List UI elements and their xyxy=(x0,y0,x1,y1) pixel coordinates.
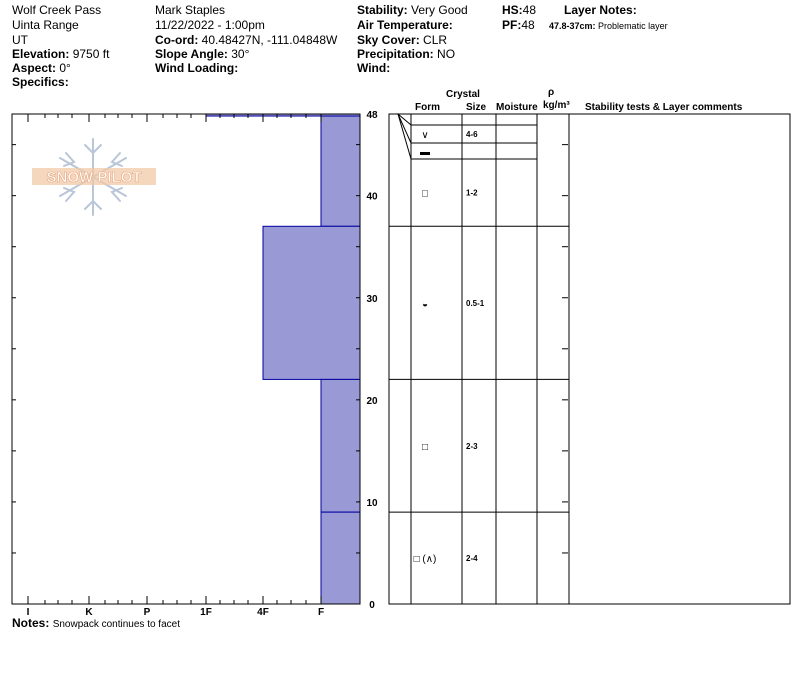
grain-table: ∨ 4-6 ▬ □ 1-2 ◒ 0.5-1 □ 2-3 □ (∧) 2-4 xyxy=(389,113,570,604)
depth-tick-label: 10 xyxy=(366,498,378,509)
aspect-value: 0° xyxy=(59,61,71,75)
density-rho-header: ρ xyxy=(548,87,555,98)
notes-label: Notes: xyxy=(12,616,50,630)
slope-angle-value: 30° xyxy=(231,47,250,61)
slope-angle-field: Slope Angle: 30° xyxy=(155,47,249,61)
layer-notes-label: Layer Notes: xyxy=(564,3,637,17)
logo-text: SNOW PILOT xyxy=(47,169,142,186)
elevation-value: 9750 ft xyxy=(72,47,110,61)
depth-connector xyxy=(397,113,412,160)
hardness-bar xyxy=(320,115,361,227)
coordinates-label: Co-ord: xyxy=(155,33,199,47)
stability-field: Stability: Very Good xyxy=(357,3,468,17)
grain-form-symbol: □ (∧) xyxy=(414,554,437,565)
grain-form-symbol: □ xyxy=(422,442,428,453)
elevation-field: Elevation: 9750 ft xyxy=(12,47,109,61)
depth-connector xyxy=(397,113,412,126)
stability-value: Very Good xyxy=(411,3,468,17)
notes-field: Notes: Snowpack continues to facet xyxy=(12,616,180,632)
hardness-plot-frame xyxy=(11,113,361,605)
hardness-tick-label: F xyxy=(318,607,324,618)
grain-table-frame xyxy=(388,113,791,605)
layer-note-range: 47.8-37cm: xyxy=(549,21,596,31)
depth-connector xyxy=(397,113,412,144)
chart-axes: I K P 1F 4F F 0 10 20 30 40 48 xyxy=(12,110,568,618)
depth-tick-label: 48 xyxy=(366,110,378,121)
state-name: UT xyxy=(12,33,28,47)
depth-tick-label: 40 xyxy=(366,192,378,203)
air-temperature-label: Air Temperature: xyxy=(357,18,453,32)
coordinates-field: Co-ord: 40.48427N, -111.04848W xyxy=(155,33,337,47)
grain-size-value: 0.5-1 xyxy=(466,299,485,308)
precipitation-label: Precipitation: xyxy=(357,47,434,61)
stability-label: Stability: xyxy=(357,3,408,17)
hardness-tick-label: K xyxy=(85,607,93,618)
snowpilot-logo: SNOW PILOT xyxy=(32,138,156,216)
grain-size-value: 4-6 xyxy=(466,130,478,139)
hardness-tick-label: P xyxy=(144,607,151,618)
location-name: Wolf Creek Pass xyxy=(12,3,102,17)
moisture-header: Moisture xyxy=(496,102,538,113)
hardness-tick-label: 4F xyxy=(257,607,269,618)
aspect-field: Aspect: 0° xyxy=(12,61,71,75)
hardness-bar xyxy=(320,511,361,605)
grain-form-symbol: ◒ xyxy=(422,299,428,310)
hardness-tick-label: 1F xyxy=(200,607,212,618)
range-name: Uinta Range xyxy=(12,18,79,32)
form-header: Form xyxy=(415,102,440,113)
wind-label: Wind: xyxy=(357,61,391,75)
precipitation-field: Precipitation: NO xyxy=(357,47,455,61)
layer-note-text: Problematic layer xyxy=(598,21,668,31)
grain-form-symbol: ∨ xyxy=(421,130,428,141)
pf-field: PF:48 xyxy=(502,18,535,32)
grain-form-symbol: ▬ xyxy=(420,147,430,158)
stability-comments-header: Stability tests & Layer comments xyxy=(585,102,743,113)
hs-label: HS: xyxy=(502,3,523,17)
depth-tick-label: 0 xyxy=(369,600,375,611)
coordinates-value: 40.48427N, -111.04848W xyxy=(201,33,338,47)
observer-name: Mark Staples xyxy=(155,3,226,17)
hs-field: HS:48 xyxy=(502,3,536,17)
logo-band xyxy=(32,168,156,185)
crystal-header: Crystal xyxy=(446,89,480,100)
grain-size-value: 2-3 xyxy=(466,442,478,451)
chart-frames xyxy=(11,113,791,605)
aspect-label: Aspect: xyxy=(12,61,57,75)
grain-form-symbol: □ xyxy=(422,189,428,200)
hardness-bar xyxy=(262,225,361,380)
layer-note: 47.8-37cm: Problematic layer xyxy=(549,19,668,33)
sky-cover-value: CLR xyxy=(423,33,448,47)
pf-label: PF: xyxy=(502,18,522,32)
elevation-label: Elevation: xyxy=(12,47,70,61)
hardness-profile xyxy=(205,113,361,605)
size-header: Size xyxy=(466,102,487,113)
depth-tick-label: 20 xyxy=(366,396,378,407)
sky-cover-field: Sky Cover: CLR xyxy=(357,33,447,47)
density-unit-header: kg/m³ xyxy=(543,100,570,111)
grain-size-value: 1-2 xyxy=(466,189,478,198)
observation-datetime: 11/22/2022 - 1:00pm xyxy=(155,18,265,32)
hardness-bar xyxy=(320,378,361,513)
slope-angle-label: Slope Angle: xyxy=(155,47,228,61)
hardness-tick-label: I xyxy=(27,607,30,618)
specifics-label: Specifics: xyxy=(12,75,69,89)
notes-text: Snowpack continues to facet xyxy=(52,619,180,630)
pf-value: 48 xyxy=(521,18,535,32)
depth-tick-label: 30 xyxy=(366,294,378,305)
sky-cover-label: Sky Cover: xyxy=(357,33,420,47)
grain-size-value: 2-4 xyxy=(466,554,478,563)
wind-loading-label: Wind Loading: xyxy=(155,61,239,75)
hs-value: 48 xyxy=(522,3,537,17)
precipitation-value: NO xyxy=(437,47,456,61)
